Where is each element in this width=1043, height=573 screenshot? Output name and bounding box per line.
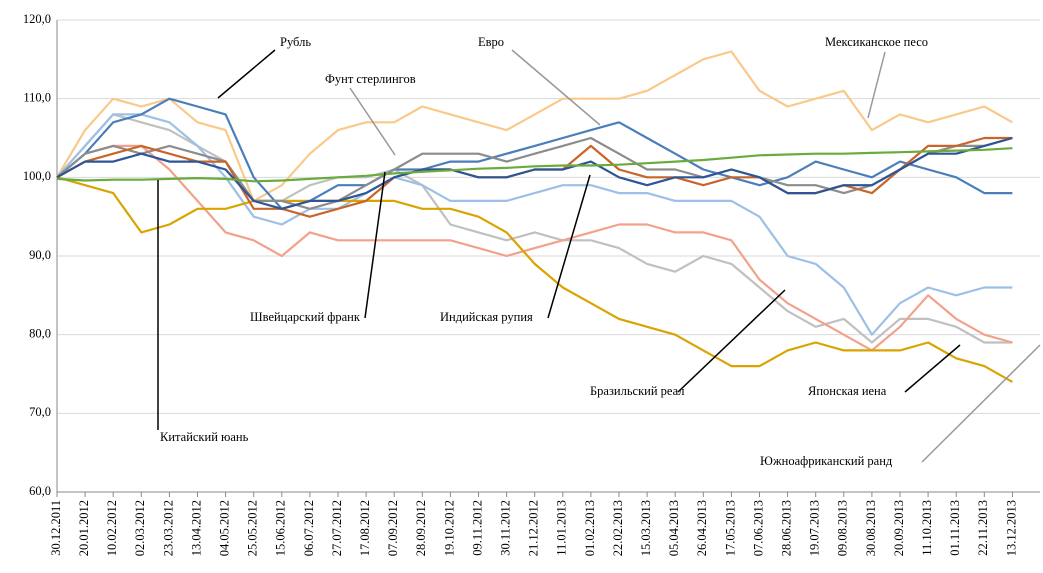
x-tick-label: 20.09.2013 [892,500,906,556]
leader-line [547,174,591,319]
annotation: Южноафриканский ранд [760,454,893,468]
y-tick-label: 70,0 [29,405,51,419]
series-line [56,50,1013,202]
x-tick-label: 26.04.2013 [695,500,709,556]
x-tick-label: 15.03.2013 [639,500,653,556]
x-tick-label: 17.05.2013 [723,500,737,556]
x-tick-label: 28.09.2012 [414,500,428,556]
x-tick-label: 06.07.2012 [302,500,316,556]
leader-line [217,49,276,99]
x-tick-label: 11.10.2013 [920,500,934,556]
x-tick-label: 05.04.2013 [667,500,681,556]
x-tick-label: 28.06.2013 [779,500,793,556]
y-tick-label: 90,0 [29,248,51,262]
x-tick-label: 25.05.2012 [246,500,260,556]
x-tick-label: 30.11.2012 [498,500,512,556]
x-tick-label: 30.08.2013 [864,500,878,556]
x-tick-label: 23.03.2012 [161,500,175,556]
annotation: Евро [478,35,504,49]
x-tick-label: 22.11.2013 [976,500,990,556]
series-line [56,136,1013,210]
x-tick-label: 19.10.2012 [442,500,456,556]
leader-line [349,87,396,156]
series-line [56,97,1013,210]
x-tick-label: 20.01.2012 [77,500,91,556]
annotation: Японская иена [808,384,887,398]
series-line [56,113,1013,344]
x-tick-label: 01.11.2013 [948,500,962,556]
x-tick-label: 27.07.2012 [330,500,344,556]
x-tick-label: 09.08.2013 [836,500,850,556]
leader-line [867,51,886,119]
annotation: Бразильский реал [590,384,685,398]
series-line [56,176,1013,383]
x-tick-label: 04.05.2012 [217,500,231,556]
leader-line [921,344,1041,463]
x-tick-label: 15.06.2012 [274,500,288,556]
x-tick-label: 21.12.2012 [527,500,541,556]
x-tick-label: 07.06.2013 [751,500,765,556]
y-tick-label: 100,0 [23,169,51,183]
x-tick-label: 17.08.2012 [358,500,372,556]
annotation: Китайский юань [160,430,249,444]
y-tick-label: 110,0 [23,91,51,105]
annotation: Рубль [280,35,311,49]
series-line [56,136,1013,210]
y-tick-label: 60,0 [29,484,51,498]
x-tick-label: 30.12.2011 [49,500,63,556]
x-tick-label: 13.12.2013 [1004,500,1018,556]
x-tick-label: 11.01.2013 [555,500,569,556]
x-tick-label: 01.02.2013 [583,500,597,556]
x-tick-label: 02.03.2012 [133,500,147,556]
x-tick-label: 07.09.2012 [386,500,400,556]
annotation: Фунт стерлингов [325,72,416,86]
series-line [56,113,1013,336]
x-tick-label: 22.02.2013 [611,500,625,556]
x-tick-label: 13.04.2012 [189,500,203,556]
x-tick-label: 10.02.2012 [105,500,119,556]
leader-line [677,289,786,393]
leader-line [511,49,601,126]
series-line [56,147,1013,183]
leader-line [904,344,961,393]
annotation: Швейцарский франк [250,310,361,324]
annotation: Индийская рупия [440,310,533,324]
leader-line [364,171,386,319]
y-tick-label: 120,0 [23,12,51,26]
x-tick-label: 09.11.2012 [470,500,484,556]
annotation: Мексиканское песо [825,35,928,49]
series-line [56,144,1013,352]
x-tick-label: 19.07.2013 [808,500,822,556]
y-tick-label: 80,0 [29,327,51,341]
